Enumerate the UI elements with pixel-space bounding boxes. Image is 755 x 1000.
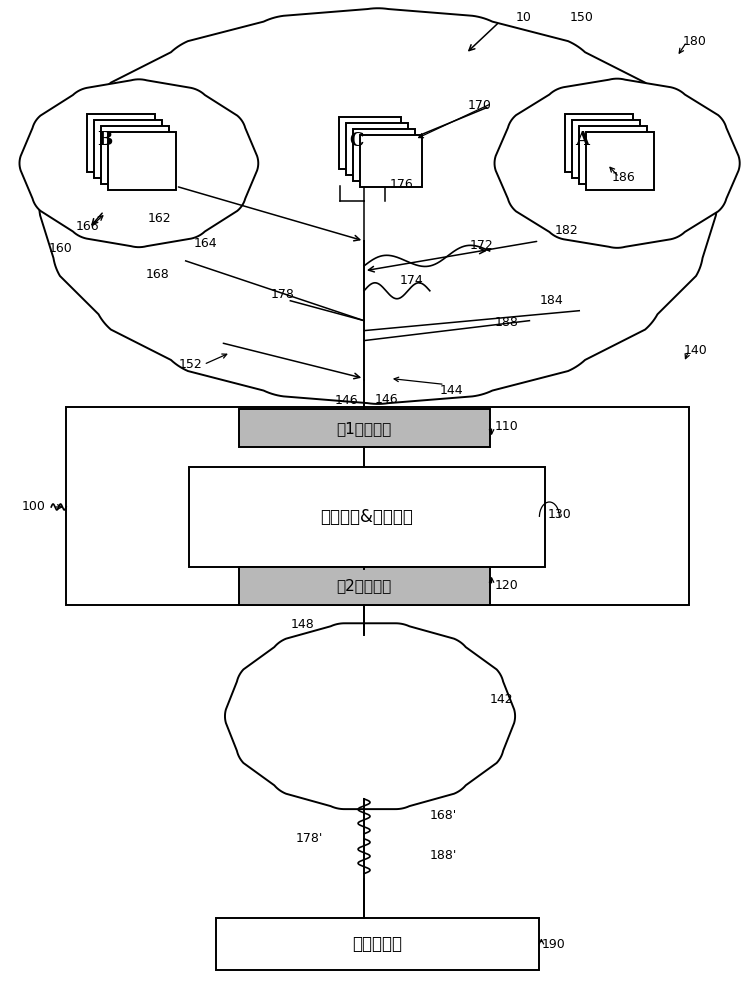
Bar xyxy=(239,409,489,447)
PathPatch shape xyxy=(495,79,740,248)
Text: 认证处理器: 认证处理器 xyxy=(353,935,402,953)
Text: 120: 120 xyxy=(495,579,519,592)
Text: 172: 172 xyxy=(470,239,494,252)
Text: 110: 110 xyxy=(495,420,519,433)
Text: 146: 146 xyxy=(375,393,399,406)
Text: 148: 148 xyxy=(291,618,314,631)
Bar xyxy=(94,120,162,178)
Text: 180: 180 xyxy=(683,35,707,48)
Text: 认证代理&网关逻辑: 认证代理&网关逻辑 xyxy=(321,508,414,526)
Bar xyxy=(360,135,422,187)
Bar xyxy=(346,123,408,175)
PathPatch shape xyxy=(39,8,716,404)
Text: 166: 166 xyxy=(76,220,100,233)
PathPatch shape xyxy=(20,79,258,247)
Text: 140: 140 xyxy=(684,344,707,357)
Text: 168: 168 xyxy=(146,268,170,281)
Text: 160: 160 xyxy=(48,242,72,255)
Text: C: C xyxy=(349,132,363,150)
Text: 152: 152 xyxy=(179,358,202,371)
Bar xyxy=(353,129,414,181)
Bar xyxy=(101,126,169,184)
Bar xyxy=(339,117,401,169)
Text: B: B xyxy=(97,131,112,149)
PathPatch shape xyxy=(225,623,515,809)
Bar xyxy=(572,120,640,178)
Text: 100: 100 xyxy=(21,500,45,513)
Text: 170: 170 xyxy=(467,99,492,112)
Bar xyxy=(189,467,545,567)
Bar xyxy=(239,567,489,605)
Text: 第1通信端口: 第1通信端口 xyxy=(337,421,392,436)
Bar xyxy=(108,132,176,190)
Text: 150: 150 xyxy=(569,11,593,24)
Text: 144: 144 xyxy=(439,384,464,397)
Text: 176: 176 xyxy=(390,178,414,191)
Text: 174: 174 xyxy=(400,274,424,287)
Text: 142: 142 xyxy=(489,693,513,706)
Bar xyxy=(586,132,654,190)
Text: 第2通信端口: 第2通信端口 xyxy=(337,578,392,593)
Text: 186: 186 xyxy=(612,171,636,184)
Text: 146: 146 xyxy=(335,394,359,407)
Text: 188: 188 xyxy=(495,316,519,329)
Bar xyxy=(66,407,689,605)
Text: 190: 190 xyxy=(541,938,565,951)
Bar xyxy=(87,114,155,172)
Text: A: A xyxy=(575,131,589,149)
Text: 164: 164 xyxy=(194,237,217,250)
Text: 178: 178 xyxy=(270,288,294,301)
Bar xyxy=(579,126,647,184)
Text: 168': 168' xyxy=(430,809,457,822)
Text: 188': 188' xyxy=(430,849,458,862)
Text: 130: 130 xyxy=(547,508,571,521)
Bar xyxy=(216,918,539,970)
Text: 162: 162 xyxy=(148,212,171,225)
Text: 182: 182 xyxy=(554,224,578,237)
Text: 184: 184 xyxy=(539,294,563,307)
Bar xyxy=(565,114,633,172)
Text: 178': 178' xyxy=(295,832,322,845)
Text: 10: 10 xyxy=(516,11,532,24)
